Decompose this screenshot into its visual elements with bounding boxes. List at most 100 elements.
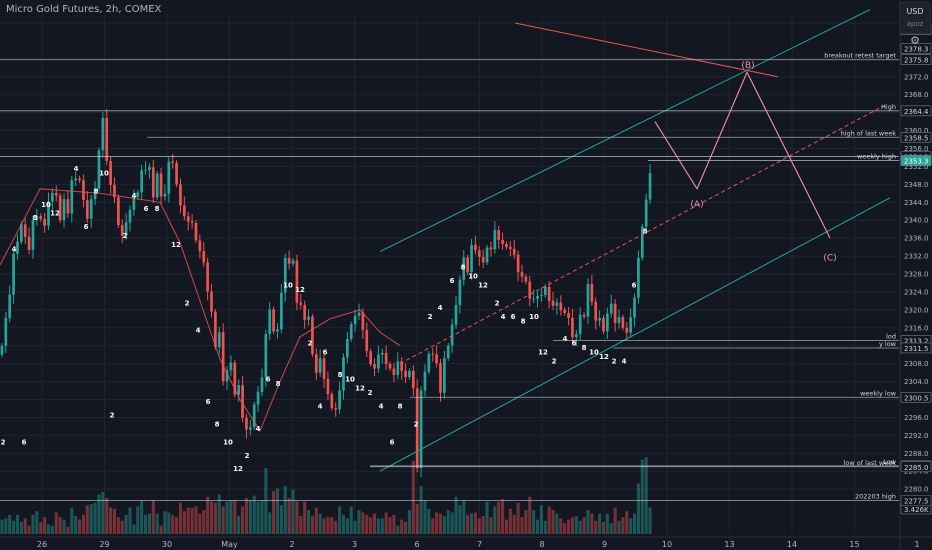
level-weekly-low-price: 2300.5 bbox=[904, 394, 929, 402]
wave-count: 8 bbox=[582, 344, 587, 352]
wave-count: 12 bbox=[171, 241, 181, 249]
volume-bar bbox=[361, 512, 365, 534]
volume-bar bbox=[493, 506, 497, 534]
wave-count: 4 bbox=[379, 402, 384, 410]
volume-bar bbox=[43, 517, 47, 534]
volume-bar bbox=[221, 506, 225, 534]
candle-body bbox=[497, 230, 501, 240]
volume-bar bbox=[50, 525, 54, 534]
candle-body bbox=[392, 368, 396, 375]
volume-bar bbox=[609, 523, 613, 534]
volume-bar bbox=[74, 516, 78, 534]
candle-body bbox=[474, 244, 477, 251]
last-price-price: 2353.3 bbox=[904, 158, 929, 166]
gear-icon[interactable]: ⚙ bbox=[910, 34, 920, 47]
y-tick-label: 2320.0 bbox=[904, 306, 929, 314]
volume-bar bbox=[171, 514, 175, 534]
volume-bar bbox=[349, 506, 353, 534]
y-tick-label: 2340.0 bbox=[904, 217, 929, 225]
volume-bar bbox=[621, 517, 625, 534]
candle-body bbox=[23, 224, 27, 237]
y-tick-label: 2360.0 bbox=[904, 127, 929, 135]
wave-count: 10 bbox=[468, 272, 478, 280]
candle-body bbox=[574, 334, 578, 338]
volume-bar bbox=[594, 520, 598, 534]
candle-body bbox=[443, 358, 446, 393]
volume-bar bbox=[438, 513, 443, 534]
candle-body bbox=[582, 314, 586, 317]
candle-body bbox=[148, 167, 151, 170]
candle-body bbox=[633, 297, 636, 318]
volume-bar bbox=[190, 507, 194, 534]
candle-body bbox=[93, 188, 97, 200]
wave-label: (B) bbox=[741, 61, 754, 71]
volume-bar bbox=[225, 501, 229, 534]
candle-body bbox=[159, 173, 163, 197]
candle-body bbox=[268, 309, 272, 335]
candle-body bbox=[39, 216, 43, 219]
x-tick-label: 13 bbox=[724, 540, 734, 549]
candle-body bbox=[311, 316, 314, 355]
wave-count: 2 bbox=[552, 358, 557, 366]
level-y-low-price: 2311.5 bbox=[904, 345, 929, 353]
level-2378-price: 2378.3 bbox=[904, 46, 929, 54]
volume-bar bbox=[559, 518, 563, 534]
candle-body bbox=[338, 390, 341, 410]
volume-bar bbox=[128, 507, 132, 534]
volume-bar bbox=[372, 513, 377, 534]
x-tick-label: 10 bbox=[662, 540, 672, 549]
volume-bar bbox=[132, 524, 136, 534]
volume-bar bbox=[275, 488, 280, 534]
channel-middle bbox=[399, 103, 889, 365]
volume-bar bbox=[640, 459, 644, 534]
wave-count: 12 bbox=[599, 353, 609, 361]
y-tick-label: 2288.0 bbox=[904, 450, 929, 458]
wave-count: 10 bbox=[223, 438, 233, 446]
wave-count: 10 bbox=[283, 281, 293, 289]
volume-bar bbox=[101, 492, 105, 534]
wave-count: 8 bbox=[276, 380, 281, 388]
currency-selector[interactable]: USD apoz bbox=[899, 2, 931, 34]
volume-bar bbox=[501, 499, 505, 534]
y-tick-label: 2296.0 bbox=[904, 414, 929, 422]
candle-body bbox=[217, 332, 221, 348]
volume-bar bbox=[466, 514, 470, 534]
candle-body bbox=[27, 236, 31, 250]
candle-body bbox=[346, 339, 349, 358]
scale-mode: apoz bbox=[906, 20, 924, 28]
volume-bar bbox=[516, 502, 520, 534]
volume-bar bbox=[241, 506, 245, 534]
candle-body bbox=[280, 292, 283, 330]
candle-body bbox=[555, 302, 559, 306]
volume-bar bbox=[481, 516, 485, 534]
volume-bar bbox=[520, 517, 524, 534]
wave-count: 8 bbox=[521, 317, 526, 325]
candle-body bbox=[291, 260, 295, 264]
x-tick-label: 14 bbox=[787, 540, 797, 549]
candle-body bbox=[423, 371, 427, 391]
candle-body bbox=[322, 358, 326, 379]
candle-body bbox=[462, 257, 466, 280]
wave-count: 6 bbox=[84, 223, 89, 231]
wave-count: 4 bbox=[132, 192, 137, 200]
candle-body bbox=[481, 256, 485, 263]
volume-bar bbox=[140, 500, 144, 534]
y-tick-label: 2304.0 bbox=[904, 378, 929, 386]
volume-bar bbox=[384, 512, 388, 534]
wave-count: 2 bbox=[110, 411, 115, 419]
volume-bar bbox=[380, 518, 384, 534]
y-tick-label: 2280.0 bbox=[904, 486, 929, 494]
candle-body bbox=[450, 324, 454, 346]
candle-body bbox=[120, 225, 124, 236]
wave-count: 2 bbox=[245, 452, 250, 460]
volume-bar bbox=[578, 520, 582, 534]
candle-body bbox=[214, 311, 217, 348]
candle-body bbox=[524, 276, 528, 282]
volume-bar bbox=[303, 501, 307, 534]
volume-bar bbox=[97, 494, 101, 534]
volume-bar bbox=[318, 513, 322, 534]
candle-body bbox=[509, 247, 512, 249]
candle-body bbox=[12, 253, 15, 295]
level-high-of-last-week-price: 2358.5 bbox=[904, 134, 929, 142]
